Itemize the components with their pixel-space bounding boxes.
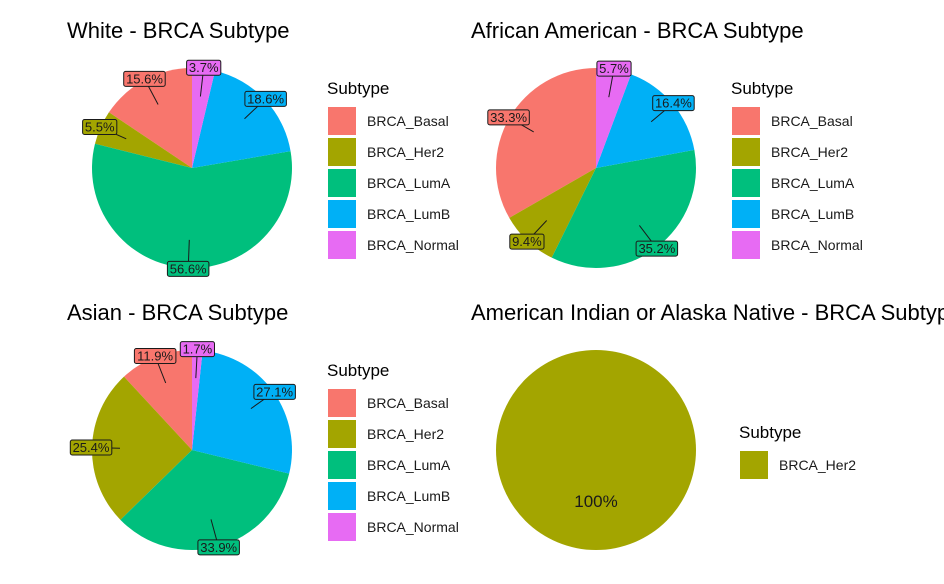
pie-slice-brca-lumb — [192, 70, 291, 168]
pie-panel-3: Asian - BRCA Subtype 11.9% 25.4% 33.9% 27.1%… — [67, 300, 459, 556]
panel-title: Asian - BRCA Subtype — [67, 300, 288, 325]
slice-label-box — [123, 70, 166, 87]
legend-label: BRCA_LumB — [771, 206, 854, 222]
legend: Subtype BRCA_Basal BRCA_Her2 BRCA_LumA BRCA_… — [731, 79, 863, 259]
slice-label: 33.9% — [200, 540, 237, 555]
slice-label-box — [186, 59, 222, 76]
legend-key — [328, 169, 356, 197]
legend-label: BRCA_Basal — [771, 113, 853, 129]
legend-key — [732, 107, 760, 135]
legend: Subtype BRCA_Basal BRCA_Her2 BRCA_LumA BRCA_… — [327, 79, 459, 259]
pie-slice-brca-luma — [551, 149, 696, 268]
slice-label: 15.6% — [126, 71, 163, 86]
slice-label-box — [133, 348, 177, 364]
slice-label: 33.3% — [490, 110, 527, 125]
legend-key — [328, 513, 356, 541]
pie-slice-brca-lumb — [192, 350, 292, 474]
slice-label: 18.6% — [247, 91, 284, 106]
legend-key — [328, 420, 356, 448]
legend: Subtype BRCA_Her2 — [739, 423, 856, 479]
slice-label-box — [244, 90, 287, 107]
pie-slice-brca-normal — [596, 68, 632, 168]
pie-panel-1: White - BRCA Subtype 15.6% 5.5% 56.6% 18.6% 3… — [67, 18, 459, 277]
legend-key — [732, 169, 760, 197]
slice-label-box — [635, 240, 679, 257]
legend-key — [328, 231, 356, 259]
legend-label: BRCA_Normal — [367, 237, 459, 253]
slice-label-box — [596, 60, 632, 77]
legend-title: Subtype — [731, 79, 793, 98]
slice-label: 35.2% — [638, 241, 675, 256]
slice-label-box — [69, 439, 113, 456]
slice-label-box — [253, 383, 296, 400]
legend-key — [328, 200, 356, 228]
slice-label: 5.5% — [85, 120, 115, 135]
legend-title: Subtype — [739, 423, 801, 442]
slice-label: 100% — [574, 492, 617, 511]
slice-label: 56.6% — [170, 261, 207, 276]
legend-key — [328, 107, 356, 135]
slice-label-box — [82, 119, 118, 135]
pie-slice-brca-basal — [108, 68, 192, 168]
slice-label-box — [487, 109, 530, 126]
pie-slice-brca-lumb — [596, 74, 695, 168]
legend-title: Subtype — [327, 79, 389, 98]
pie-slice-brca-her2 — [94, 112, 192, 168]
legend-label: BRCA_LumA — [367, 457, 451, 473]
slice-label: 3.7% — [189, 60, 219, 75]
slice-label-box — [166, 260, 210, 277]
pie-slice-brca-basal — [124, 350, 192, 450]
pie-slice-brca-her2 — [91, 376, 192, 520]
legend-title: Subtype — [327, 361, 389, 380]
legend-label: BRCA_Her2 — [367, 426, 444, 442]
pie-slice-brca-normal — [192, 68, 216, 168]
slice-label: 1.7% — [183, 342, 213, 357]
legend-label: BRCA_Basal — [367, 113, 449, 129]
slice-label: 9.4% — [512, 234, 542, 249]
legend-label: BRCA_Normal — [771, 237, 863, 253]
legend-key — [732, 231, 760, 259]
panel-title: African American - BRCA Subtype — [471, 18, 804, 43]
pie-slice-brca-basal — [495, 68, 596, 218]
legend-label: BRCA_Basal — [367, 395, 449, 411]
pie-slice-brca-luma — [91, 143, 292, 269]
legend-key — [328, 482, 356, 510]
legend-key — [328, 138, 356, 166]
legend-label: BRCA_LumB — [367, 488, 450, 504]
legend-label: BRCA_Her2 — [779, 457, 856, 473]
slice-label: 16.4% — [655, 96, 692, 111]
slice-label-box — [509, 233, 545, 250]
slice-label: 5.7% — [599, 61, 629, 76]
legend-label: BRCA_Her2 — [771, 144, 848, 160]
pie-slice-brca-her2 — [496, 350, 696, 550]
panel-title: White - BRCA Subtype — [67, 18, 290, 43]
legend-label: BRCA_LumA — [367, 175, 451, 191]
legend-key — [328, 389, 356, 417]
legend-key — [732, 200, 760, 228]
legend-label: BRCA_Her2 — [367, 144, 444, 160]
legend-key — [740, 451, 768, 479]
legend-label: BRCA_Normal — [367, 519, 459, 535]
slice-label-box — [197, 539, 240, 556]
legend-label: BRCA_LumB — [367, 206, 450, 222]
pie-slice-brca-normal — [192, 350, 203, 450]
slice-label: 27.1% — [256, 384, 293, 399]
slice-label: 25.4% — [73, 440, 110, 455]
slice-label: 11.9% — [137, 349, 173, 364]
legend-label: BRCA_LumA — [771, 175, 855, 191]
legend-key — [328, 451, 356, 479]
legend-key — [732, 138, 760, 166]
pie-slice-brca-luma — [120, 450, 290, 550]
legend: Subtype BRCA_Basal BRCA_Her2 BRCA_LumA BRCA_… — [327, 361, 459, 541]
pie-panel-4: American Indian or Alaska Native - BRCA … — [471, 300, 944, 550]
panel-title: American Indian or Alaska Native - BRCA … — [471, 300, 944, 325]
slice-label-box — [179, 341, 216, 358]
slice-label-box — [652, 95, 695, 112]
pie-panel-2: African American - BRCA Subtype 33.3% 9.4%… — [471, 18, 863, 268]
